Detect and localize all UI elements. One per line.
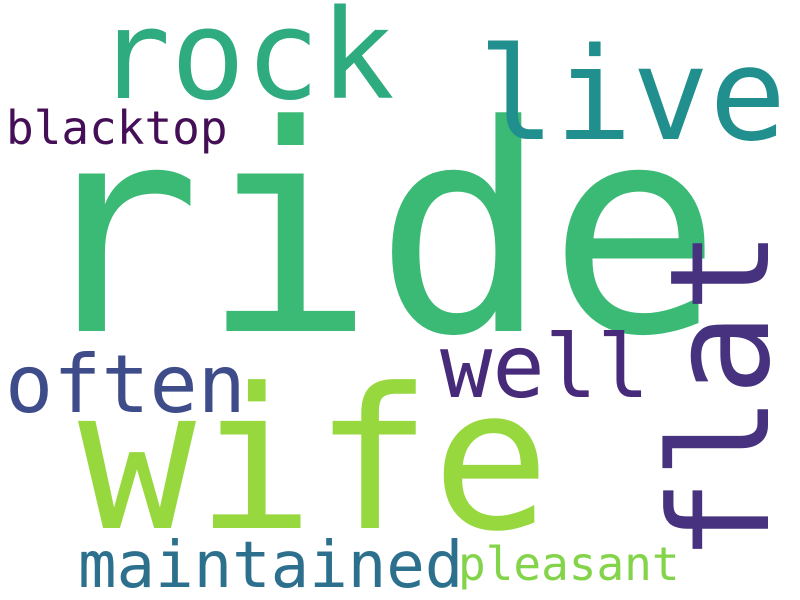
word-wife: wife <box>78 347 551 575</box>
word-maintained: maintained <box>78 529 464 600</box>
word-ride: ride <box>28 64 722 399</box>
word-well: well <box>440 316 650 418</box>
word-often: often <box>5 338 246 431</box>
word-blacktop: blacktop <box>6 101 228 155</box>
word-rock: rock <box>96 0 395 128</box>
word-flat: flat <box>640 229 800 562</box>
word-live: live <box>478 21 787 170</box>
word-pleasant: pleasant <box>458 537 680 591</box>
